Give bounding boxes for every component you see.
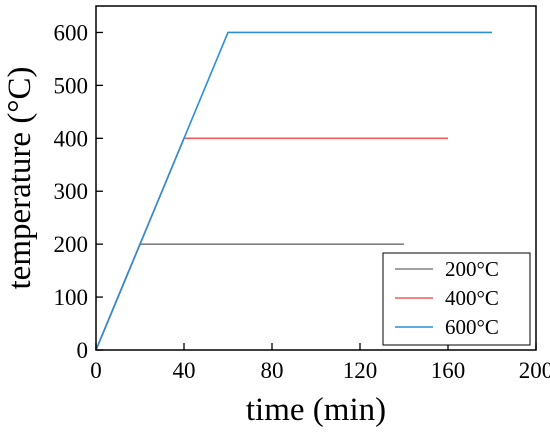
y-tick-label-6: 600 <box>54 20 89 45</box>
series-line-0 <box>95 243 404 351</box>
legend-label-2: 600°C <box>445 315 499 339</box>
y-tick-label-1: 100 <box>54 285 89 310</box>
legend: 200°C 400°C 600°C <box>382 252 531 346</box>
x-tick-label-4: 160 <box>431 358 466 383</box>
y-axis-title: temperature (°C) <box>2 66 38 289</box>
plot-frame <box>95 5 537 351</box>
y-tick-label-0: 0 <box>77 338 89 363</box>
x-tick-label-1: 40 <box>173 358 196 383</box>
series-layer <box>95 31 492 351</box>
y-tick-label-2: 200 <box>54 232 89 257</box>
x-tick-label-3: 120 <box>343 358 378 383</box>
y-tick-label-4: 400 <box>54 126 89 151</box>
y-tick-label-5: 500 <box>54 73 89 98</box>
x-tick-label-2: 80 <box>261 358 284 383</box>
series-line-2 <box>95 31 492 351</box>
x-tick-label-0: 0 <box>90 358 102 383</box>
ticks-layer: 0 40 80 120 160 200 0 100 200 300 400 500 600 <box>54 20 550 383</box>
y-tick-label-3: 300 <box>54 179 89 204</box>
x-tick-label-5: 200 <box>519 358 550 383</box>
x-axis-title: time (min) <box>246 392 386 428</box>
legend-label-1: 400°C <box>445 286 499 310</box>
legend-label-0: 200°C <box>445 257 499 281</box>
